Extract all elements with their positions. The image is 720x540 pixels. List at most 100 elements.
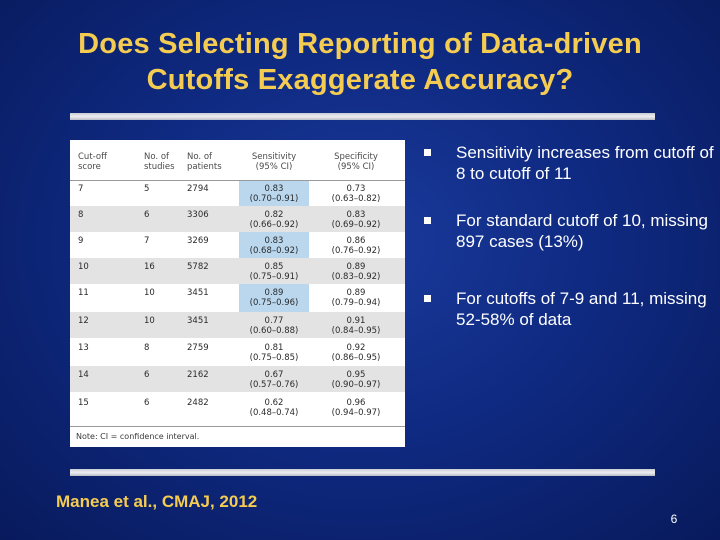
cell-sensitivity: 0.77 xyxy=(264,316,284,326)
header-specificity: Specificity (95% CI) xyxy=(325,152,387,172)
cell-cutoff: 14 xyxy=(78,370,89,380)
header-sensitivity-line2: (95% CI) xyxy=(255,162,293,172)
cell-studies: 10 xyxy=(144,316,155,326)
table-row: 13 8 2759 0.81 (0.75–0.85) 0.92 (0.86–0.… xyxy=(70,339,405,365)
accuracy-table: Cut-off score No. of studies No. of pati… xyxy=(70,140,405,447)
cell-sensitivity-ci: (0.75–0.96) xyxy=(249,298,299,308)
cell-sensitivity: 0.62 xyxy=(264,398,284,408)
header-sensitivity-line1: Sensitivity xyxy=(251,152,297,162)
header-cutoff-line2: score xyxy=(78,162,101,172)
cell-specificity: 0.83 xyxy=(346,210,366,220)
cell-specificity-ci: (0.94–0.97) xyxy=(331,408,381,418)
table-row: 10 16 5782 0.85 (0.75–0.91) 0.89 (0.83–0… xyxy=(70,258,405,284)
cell-specificity-ci: (0.79–0.94) xyxy=(331,298,381,308)
page-number: 6 xyxy=(670,512,678,526)
cell-sensitivity: 0.85 xyxy=(264,262,284,272)
cell-specificity: 0.73 xyxy=(346,184,366,194)
cell-specificity: 0.86 xyxy=(346,236,366,246)
table-row: 8 6 3306 0.82 (0.66–0.92) 0.83 (0.69–0.9… xyxy=(70,206,405,232)
cell-patients: 2794 xyxy=(187,184,209,194)
header-specificity-line2: (95% CI) xyxy=(337,162,375,172)
cell-specificity-ci: (0.63–0.82) xyxy=(331,194,381,204)
cell-sensitivity-ci: (0.75–0.91) xyxy=(249,272,299,282)
sensitivity-highlight xyxy=(239,180,309,315)
table-header-rule xyxy=(70,180,405,181)
cell-sensitivity-ci: (0.60–0.88) xyxy=(249,326,299,336)
cell-specificity: 0.95 xyxy=(346,370,366,380)
cell-cutoff: 10 xyxy=(78,262,89,272)
citation: Manea et al., CMAJ, 2012 xyxy=(56,492,258,511)
table-note: Note: CI = confidence interval. xyxy=(76,432,200,441)
header-studies-line2: studies xyxy=(144,162,175,172)
bottom-divider xyxy=(70,469,655,476)
cell-sensitivity: 0.83 xyxy=(264,236,284,246)
cell-sensitivity: 0.83 xyxy=(264,184,284,194)
cell-specificity-ci: (0.86–0.95) xyxy=(331,353,381,363)
cell-cutoff: 7 xyxy=(78,184,84,194)
cell-studies: 10 xyxy=(144,288,155,298)
cell-studies: 6 xyxy=(144,210,150,220)
cell-cutoff: 11 xyxy=(78,288,89,298)
header-patients-line1: No. of xyxy=(187,152,213,162)
square-bullet-icon xyxy=(424,295,431,302)
table-row: 14 6 2162 0.67 (0.57–0.76) 0.95 (0.90–0.… xyxy=(70,366,405,392)
cell-specificity: 0.96 xyxy=(346,398,366,408)
cell-sensitivity: 0.81 xyxy=(264,343,284,353)
header-specificity-line1: Specificity xyxy=(334,152,378,162)
cell-sensitivity: 0.67 xyxy=(264,370,284,380)
slide-title-line1: Does Selecting Reporting of Data-driven xyxy=(78,28,642,60)
cell-studies: 6 xyxy=(144,370,150,380)
cell-sensitivity-ci: (0.70–0.91) xyxy=(249,194,299,204)
cell-patients: 3451 xyxy=(187,288,209,298)
header-patients-line2: patients xyxy=(187,162,222,172)
cell-sensitivity-ci: (0.75–0.85) xyxy=(249,353,299,363)
cell-specificity-ci: (0.83–0.92) xyxy=(331,272,381,282)
top-divider xyxy=(70,113,655,120)
table-row: 7 5 2794 0.83 (0.70–0.91) 0.73 (0.63–0.8… xyxy=(70,180,405,206)
cell-specificity: 0.92 xyxy=(346,343,366,353)
cell-cutoff: 12 xyxy=(78,316,89,326)
slide-title: Does Selecting Reporting of Data-driven … xyxy=(20,26,700,98)
cell-studies: 5 xyxy=(144,184,150,194)
cell-specificity: 0.89 xyxy=(346,262,366,272)
cell-patients: 3269 xyxy=(187,236,209,246)
cell-studies: 7 xyxy=(144,236,150,246)
cell-studies: 8 xyxy=(144,343,150,353)
header-studies: No. of studies xyxy=(144,152,175,172)
table-row: 15 6 2482 0.62 (0.48–0.74) 0.96 (0.94–0.… xyxy=(70,394,405,420)
cell-patients: 5782 xyxy=(187,262,209,272)
header-sensitivity: Sensitivity (95% CI) xyxy=(239,152,309,172)
header-studies-line1: No. of xyxy=(144,152,170,162)
cell-patients: 2162 xyxy=(187,370,209,380)
cell-specificity-ci: (0.76–0.92) xyxy=(331,246,381,256)
cell-specificity-ci: (0.90–0.97) xyxy=(331,380,381,390)
cell-sensitivity: 0.89 xyxy=(264,288,284,298)
bullet-text: For cutoffs of 7-9 and 11, missing 52-58… xyxy=(456,289,707,329)
square-bullet-icon xyxy=(424,149,431,156)
slide-title-line2: Cutoffs Exaggerate Accuracy? xyxy=(146,64,574,96)
table-footer-rule xyxy=(70,426,405,427)
cell-sensitivity-ci: (0.66–0.92) xyxy=(249,220,299,230)
table-row: 11 10 3451 0.89 (0.75–0.96) 0.89 (0.79–0… xyxy=(70,284,405,310)
cell-studies: 6 xyxy=(144,398,150,408)
bullet-text: For standard cutoff of 10, missing 897 c… xyxy=(456,211,708,251)
cell-patients: 3306 xyxy=(187,210,209,220)
table-row: 9 7 3269 0.83 (0.68–0.92) 0.86 (0.76–0.9… xyxy=(70,232,405,258)
cell-specificity-ci: (0.84–0.95) xyxy=(331,326,381,336)
table-header: Cut-off score No. of studies No. of pati… xyxy=(70,146,405,182)
bullet-text: Sensitivity increases from cutoff of 8 t… xyxy=(456,143,714,183)
cell-sensitivity-ci: (0.57–0.76) xyxy=(249,380,299,390)
cell-cutoff: 13 xyxy=(78,343,89,353)
header-cutoff: Cut-off score xyxy=(78,152,107,172)
cell-specificity: 0.91 xyxy=(346,316,366,326)
cell-cutoff: 15 xyxy=(78,398,89,408)
cell-cutoff: 9 xyxy=(78,236,84,246)
square-bullet-icon xyxy=(424,217,431,224)
cell-cutoff: 8 xyxy=(78,210,84,220)
cell-patients: 3451 xyxy=(187,316,209,326)
table-row: 12 10 3451 0.77 (0.60–0.88) 0.91 (0.84–0… xyxy=(70,312,405,338)
cell-studies: 16 xyxy=(144,262,155,272)
cell-sensitivity: 0.82 xyxy=(264,210,284,220)
cell-specificity: 0.89 xyxy=(346,288,366,298)
